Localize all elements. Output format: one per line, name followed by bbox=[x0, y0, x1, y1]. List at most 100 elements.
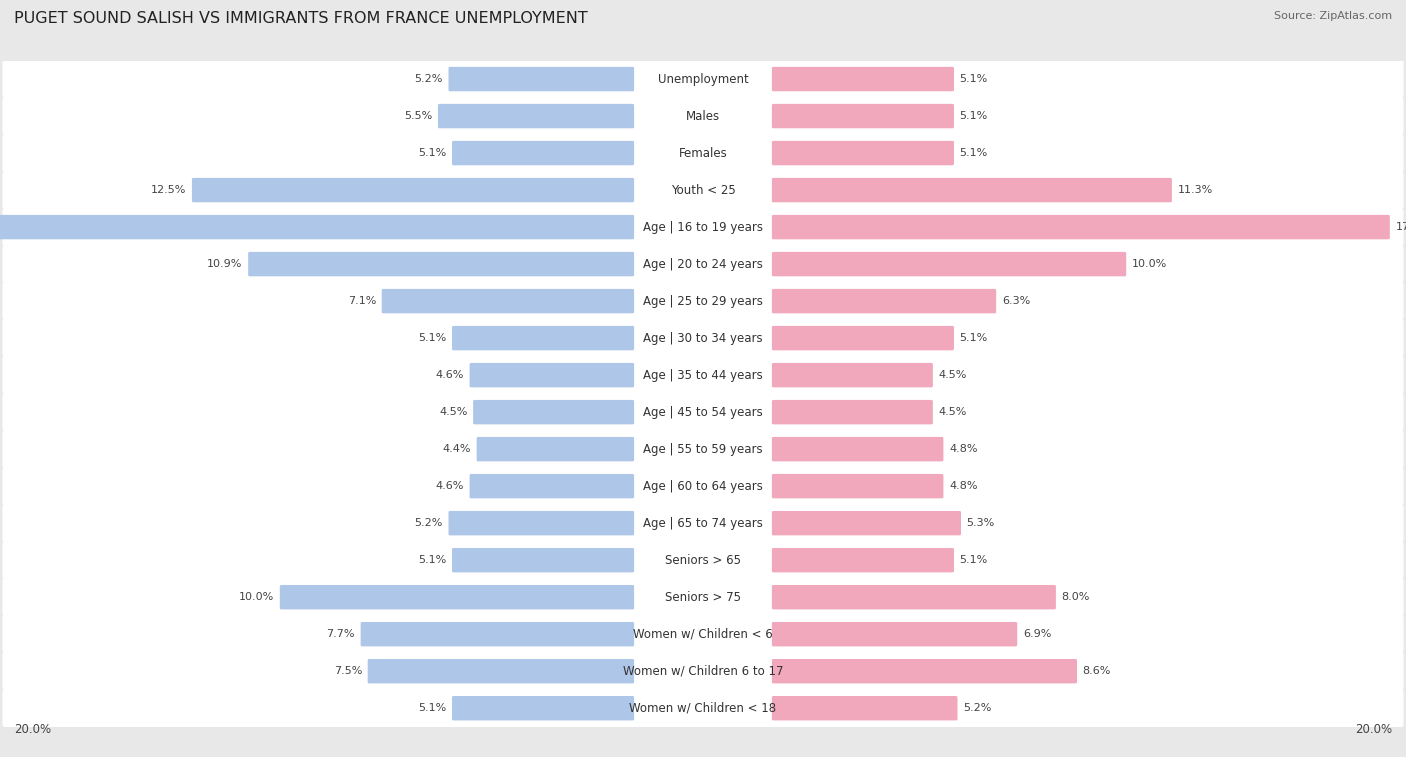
FancyBboxPatch shape bbox=[449, 511, 634, 535]
Text: 5.2%: 5.2% bbox=[415, 519, 443, 528]
FancyBboxPatch shape bbox=[453, 141, 634, 165]
Text: 8.0%: 8.0% bbox=[1062, 592, 1090, 602]
FancyBboxPatch shape bbox=[3, 430, 1403, 469]
Text: 5.1%: 5.1% bbox=[960, 555, 988, 565]
FancyBboxPatch shape bbox=[249, 252, 634, 276]
Text: Age | 60 to 64 years: Age | 60 to 64 years bbox=[643, 480, 763, 493]
FancyBboxPatch shape bbox=[772, 696, 957, 721]
Text: 4.5%: 4.5% bbox=[439, 407, 467, 417]
FancyBboxPatch shape bbox=[772, 141, 953, 165]
Text: 4.8%: 4.8% bbox=[949, 481, 977, 491]
FancyBboxPatch shape bbox=[453, 696, 634, 721]
FancyBboxPatch shape bbox=[3, 171, 1403, 210]
Text: 5.2%: 5.2% bbox=[415, 74, 443, 84]
FancyBboxPatch shape bbox=[3, 356, 1403, 394]
Text: 7.7%: 7.7% bbox=[326, 629, 356, 639]
Text: 5.1%: 5.1% bbox=[960, 111, 988, 121]
FancyBboxPatch shape bbox=[3, 60, 1403, 98]
FancyBboxPatch shape bbox=[772, 548, 953, 572]
Text: 10.9%: 10.9% bbox=[207, 259, 243, 269]
Text: 5.1%: 5.1% bbox=[418, 148, 447, 158]
FancyBboxPatch shape bbox=[3, 134, 1403, 173]
FancyBboxPatch shape bbox=[3, 578, 1403, 616]
Text: 5.1%: 5.1% bbox=[960, 74, 988, 84]
FancyBboxPatch shape bbox=[3, 467, 1403, 506]
Text: Source: ZipAtlas.com: Source: ZipAtlas.com bbox=[1274, 11, 1392, 21]
FancyBboxPatch shape bbox=[3, 97, 1403, 136]
FancyBboxPatch shape bbox=[477, 437, 634, 461]
Text: Youth < 25: Youth < 25 bbox=[671, 184, 735, 197]
Text: 5.1%: 5.1% bbox=[960, 333, 988, 343]
Text: Women w/ Children < 6: Women w/ Children < 6 bbox=[633, 628, 773, 640]
FancyBboxPatch shape bbox=[772, 400, 934, 425]
FancyBboxPatch shape bbox=[193, 178, 634, 202]
Text: Age | 45 to 54 years: Age | 45 to 54 years bbox=[643, 406, 763, 419]
FancyBboxPatch shape bbox=[470, 474, 634, 498]
Text: Seniors > 75: Seniors > 75 bbox=[665, 590, 741, 603]
Text: 5.3%: 5.3% bbox=[967, 519, 995, 528]
FancyBboxPatch shape bbox=[3, 245, 1403, 283]
Text: Age | 65 to 74 years: Age | 65 to 74 years bbox=[643, 517, 763, 530]
Text: 7.1%: 7.1% bbox=[347, 296, 377, 306]
FancyBboxPatch shape bbox=[3, 282, 1403, 320]
Text: 4.5%: 4.5% bbox=[939, 370, 967, 380]
FancyBboxPatch shape bbox=[280, 585, 634, 609]
Text: 20.0%: 20.0% bbox=[14, 723, 51, 736]
Text: 12.5%: 12.5% bbox=[150, 185, 187, 195]
FancyBboxPatch shape bbox=[361, 622, 634, 646]
FancyBboxPatch shape bbox=[472, 400, 634, 425]
Text: Age | 35 to 44 years: Age | 35 to 44 years bbox=[643, 369, 763, 382]
Text: 4.6%: 4.6% bbox=[436, 370, 464, 380]
FancyBboxPatch shape bbox=[439, 104, 634, 128]
Text: 4.4%: 4.4% bbox=[443, 444, 471, 454]
Text: 17.5%: 17.5% bbox=[1395, 222, 1406, 232]
Text: 4.5%: 4.5% bbox=[939, 407, 967, 417]
Text: Seniors > 65: Seniors > 65 bbox=[665, 553, 741, 567]
FancyBboxPatch shape bbox=[3, 319, 1403, 357]
FancyBboxPatch shape bbox=[470, 363, 634, 388]
FancyBboxPatch shape bbox=[3, 541, 1403, 579]
FancyBboxPatch shape bbox=[772, 363, 934, 388]
Text: 4.6%: 4.6% bbox=[436, 481, 464, 491]
FancyBboxPatch shape bbox=[772, 474, 943, 498]
FancyBboxPatch shape bbox=[382, 289, 634, 313]
Text: Age | 25 to 29 years: Age | 25 to 29 years bbox=[643, 294, 763, 307]
FancyBboxPatch shape bbox=[772, 289, 997, 313]
FancyBboxPatch shape bbox=[3, 504, 1403, 543]
Text: 6.3%: 6.3% bbox=[1001, 296, 1031, 306]
FancyBboxPatch shape bbox=[772, 104, 953, 128]
Text: Age | 30 to 34 years: Age | 30 to 34 years bbox=[643, 332, 763, 344]
Text: 5.2%: 5.2% bbox=[963, 703, 991, 713]
Text: Females: Females bbox=[679, 147, 727, 160]
Text: Women w/ Children 6 to 17: Women w/ Children 6 to 17 bbox=[623, 665, 783, 678]
FancyBboxPatch shape bbox=[3, 689, 1403, 727]
FancyBboxPatch shape bbox=[3, 615, 1403, 653]
Text: Age | 16 to 19 years: Age | 16 to 19 years bbox=[643, 220, 763, 234]
FancyBboxPatch shape bbox=[772, 178, 1171, 202]
FancyBboxPatch shape bbox=[449, 67, 634, 92]
FancyBboxPatch shape bbox=[772, 585, 1056, 609]
Text: Unemployment: Unemployment bbox=[658, 73, 748, 86]
FancyBboxPatch shape bbox=[772, 67, 953, 92]
FancyBboxPatch shape bbox=[772, 659, 1077, 684]
FancyBboxPatch shape bbox=[3, 393, 1403, 431]
Text: Age | 20 to 24 years: Age | 20 to 24 years bbox=[643, 257, 763, 270]
Text: 5.1%: 5.1% bbox=[418, 555, 447, 565]
Text: 5.1%: 5.1% bbox=[418, 333, 447, 343]
Text: 20.0%: 20.0% bbox=[1355, 723, 1392, 736]
Text: 4.8%: 4.8% bbox=[949, 444, 977, 454]
Text: 7.5%: 7.5% bbox=[333, 666, 363, 676]
FancyBboxPatch shape bbox=[3, 652, 1403, 690]
FancyBboxPatch shape bbox=[0, 215, 634, 239]
FancyBboxPatch shape bbox=[772, 511, 962, 535]
Text: Males: Males bbox=[686, 110, 720, 123]
FancyBboxPatch shape bbox=[453, 548, 634, 572]
FancyBboxPatch shape bbox=[772, 326, 953, 350]
FancyBboxPatch shape bbox=[772, 215, 1389, 239]
FancyBboxPatch shape bbox=[772, 252, 1126, 276]
FancyBboxPatch shape bbox=[3, 208, 1403, 246]
FancyBboxPatch shape bbox=[772, 622, 1018, 646]
Text: 5.5%: 5.5% bbox=[404, 111, 433, 121]
Text: 8.6%: 8.6% bbox=[1083, 666, 1111, 676]
Text: 10.0%: 10.0% bbox=[1132, 259, 1167, 269]
